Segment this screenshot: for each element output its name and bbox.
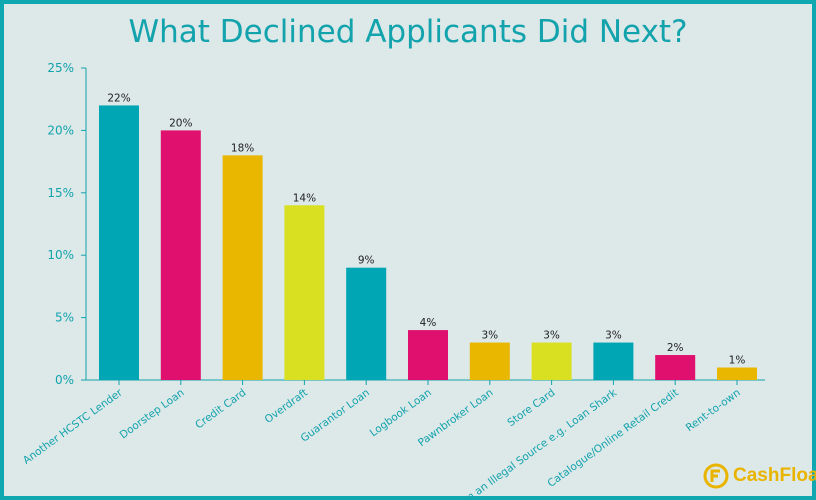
data-label: 1% xyxy=(729,355,746,367)
bar xyxy=(717,367,757,380)
cashfloat-logo-icon xyxy=(703,463,729,489)
bar xyxy=(655,355,696,380)
data-label: 22% xyxy=(107,92,130,104)
logo-text: CashFloat xyxy=(733,465,816,486)
bar xyxy=(160,130,201,380)
chart-title: What Declined Applicants Did Next? xyxy=(128,14,688,50)
data-label: 2% xyxy=(667,342,684,354)
bar xyxy=(284,205,325,380)
y-tick-label: 15% xyxy=(47,186,74,200)
category-label: Catalogue/Online Retail Credit xyxy=(545,387,681,490)
category-label: Rent-to-own xyxy=(684,387,743,434)
data-label: 3% xyxy=(605,330,622,342)
category-label: Store Card xyxy=(505,387,557,429)
bar xyxy=(222,155,263,380)
data-label: 18% xyxy=(231,142,254,154)
category-label: Logbook Loan xyxy=(368,387,434,440)
data-label: 3% xyxy=(543,330,560,342)
bar xyxy=(99,105,139,380)
cashfloat-logo: CashFloat xyxy=(703,461,816,491)
category-label: Another HCSTC Lender xyxy=(21,386,125,466)
bar xyxy=(593,342,634,380)
category-label: Doorstep Loan xyxy=(118,387,187,442)
y-tick-label: 25% xyxy=(47,61,74,75)
y-tick-label: 0% xyxy=(55,373,74,387)
bar xyxy=(531,342,572,380)
bar xyxy=(469,342,510,380)
data-label: 9% xyxy=(358,255,375,267)
bar xyxy=(346,267,387,380)
category-label: Overdraft xyxy=(263,387,311,426)
category-label: Guarantor Loan xyxy=(299,387,372,445)
bar xyxy=(408,330,448,380)
data-label: 3% xyxy=(481,330,498,342)
data-label: 20% xyxy=(169,117,192,129)
y-tick-label: 10% xyxy=(47,248,74,262)
y-tick-label: 5% xyxy=(55,311,74,325)
data-label: 14% xyxy=(293,192,316,204)
data-label: 4% xyxy=(420,317,437,329)
y-tick-label: 20% xyxy=(47,123,74,137)
category-label: Credit Card xyxy=(193,387,248,432)
